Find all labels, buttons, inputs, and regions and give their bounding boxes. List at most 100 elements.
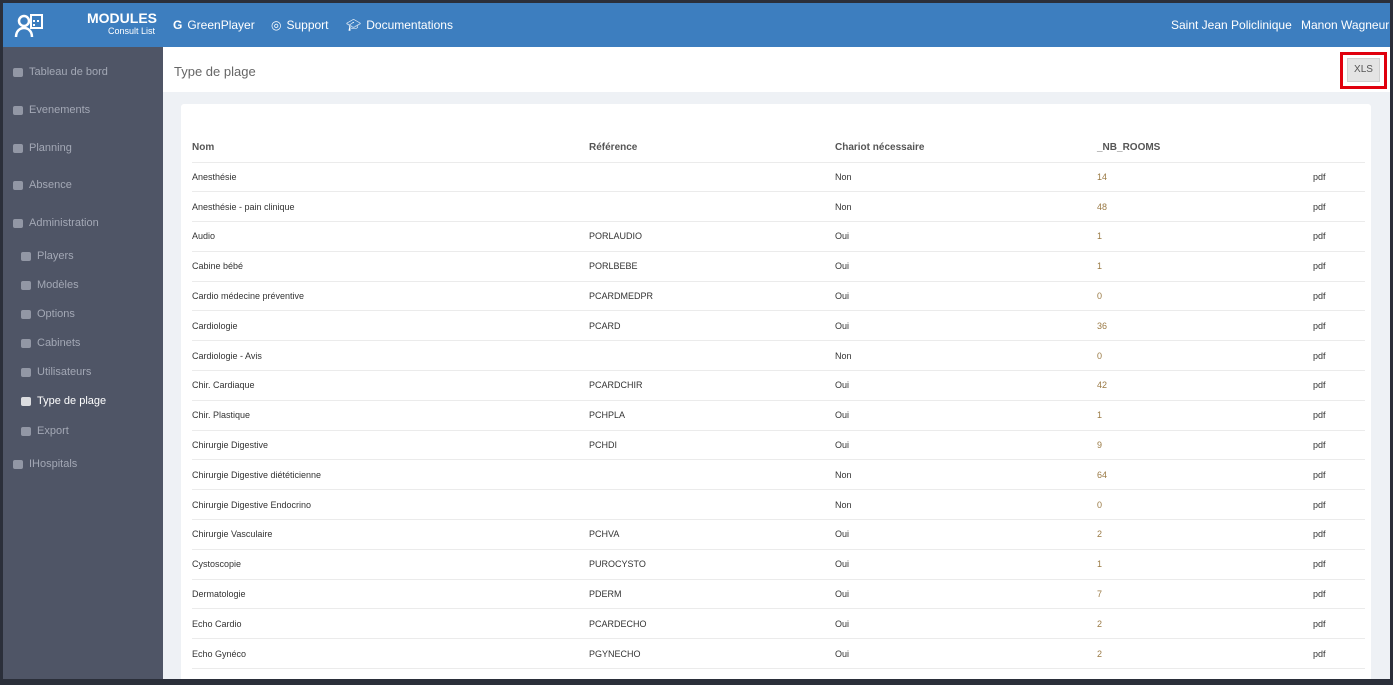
sidebar-item-label: Options <box>37 308 75 320</box>
pdf-link[interactable]: pdf <box>1313 191 1365 222</box>
nav-label: Support <box>286 18 329 32</box>
nav-label: Documentations <box>366 18 453 32</box>
sidebar-item-export[interactable]: Export <box>21 425 69 437</box>
cell-nb-rooms: 2 <box>1097 608 1313 639</box>
pdf-link[interactable]: pdf <box>1313 548 1365 580</box>
table-row[interactable]: Cabine bébé PORLBEBE Oui 1 pdf <box>192 250 1365 282</box>
sidebar-item-ihospitals[interactable]: IHospitals <box>13 458 77 470</box>
cell-reference <box>589 340 835 371</box>
table-row[interactable]: Anesthésie Non 14 pdf <box>192 161 1365 192</box>
table-row[interactable]: Cardio médecine préventive PCARDMEDPR Oui 0… <box>192 280 1365 311</box>
cell-nom: Echo Gynéco <box>192 638 589 669</box>
modules-logo-icon[interactable] <box>13 9 45 41</box>
table-row[interactable]: Anesthésie - pain clinique Non 48 pdf <box>192 191 1365 222</box>
cell-chariot: Oui <box>835 221 1097 252</box>
pdf-link[interactable]: pdf <box>1313 519 1365 550</box>
cell-nb-rooms: 2 <box>1097 519 1313 550</box>
brand[interactable]: MODULES Consult List <box>87 10 157 36</box>
table-row[interactable]: Echo Gynéco PGYNECHO Oui 2 pdf <box>192 638 1365 669</box>
pdf-link[interactable]: pdf <box>1313 221 1365 252</box>
nav-greenplayer[interactable]: G GreenPlayer <box>173 18 255 32</box>
pdf-link[interactable]: pdf <box>1313 578 1365 609</box>
nav-documentations[interactable]: 🎓︎ Documentations <box>346 18 453 32</box>
window-bottom-edge <box>0 679 1393 685</box>
page-header: Type de plage XLS <box>163 47 1390 92</box>
sidebar-item-cabinets[interactable]: Cabinets <box>21 337 80 349</box>
pdf-link[interactable]: pdf <box>1313 340 1365 371</box>
pdf-link[interactable]: pdf <box>1313 280 1365 311</box>
cell-chariot: Non <box>835 459 1097 490</box>
table-row[interactable]: Echo Cardio PCARDECHO Oui 2 pdf <box>192 608 1365 639</box>
xls-export-button[interactable]: XLS <box>1347 58 1380 82</box>
user-menu[interactable]: Manon Wagneur <box>1301 18 1390 32</box>
pdf-link[interactable]: pdf <box>1313 429 1365 460</box>
table-row[interactable]: Cystoscopie PUROCYSTO Oui 1 pdf <box>192 548 1365 580</box>
table-row[interactable]: Chir. Plastique PCHPLA Oui 1 pdf <box>192 399 1365 431</box>
sidebar-item-absence[interactable]: Absence <box>13 179 72 191</box>
sidebar-item-utilisateurs[interactable]: Utilisateurs <box>21 366 91 378</box>
cell-reference: PUROCYSTO <box>589 548 835 580</box>
pdf-link[interactable]: pdf <box>1313 250 1365 282</box>
sidebar-item-players[interactable]: Players <box>21 250 74 262</box>
pdf-link[interactable]: pdf <box>1313 668 1365 679</box>
cell-nom: Educateur diabète <box>192 668 589 679</box>
table-row[interactable]: Chirurgie Vasculaire PCHVA Oui 2 pdf <box>192 519 1365 550</box>
sidebar-item-icon <box>21 309 31 319</box>
cell-reference <box>589 161 835 192</box>
nav-support[interactable]: ◎ Support <box>271 18 329 32</box>
pdf-link[interactable]: pdf <box>1313 489 1365 520</box>
table-row[interactable]: Chirurgie Digestive Endocrino Non 0 pdf <box>192 489 1365 520</box>
pdf-link[interactable]: pdf <box>1313 638 1365 669</box>
greenplayer-icon: G <box>173 18 183 32</box>
cell-reference: PCARDCHIR <box>589 370 835 401</box>
sidebar-item-icon <box>21 280 31 290</box>
sidebar-item-mod-les[interactable]: Modèles <box>21 279 79 291</box>
cell-chariot: Non <box>835 161 1097 192</box>
cell-chariot: Oui <box>835 250 1097 282</box>
pdf-link[interactable]: pdf <box>1313 399 1365 431</box>
nav-label: GreenPlayer <box>187 18 255 32</box>
pdf-link[interactable]: pdf <box>1313 608 1365 639</box>
sidebar-item-type-de-plage[interactable]: Type de plage <box>21 395 106 407</box>
table-row[interactable]: Cardiologie - Avis Non 0 pdf <box>192 340 1365 371</box>
main-content: Type de plage XLS Nom Référence Chariot … <box>163 47 1390 679</box>
table-row[interactable]: Educateur diabète Non3pdf <box>192 668 1365 679</box>
sidebar-item-icon <box>21 251 31 261</box>
cell-nom: Chir. Cardiaque <box>192 370 589 401</box>
pdf-link[interactable]: pdf <box>1313 370 1365 401</box>
sidebar-item-label: Type de plage <box>37 395 107 407</box>
sidebar-item-administration[interactable]: Administration <box>13 217 99 229</box>
sidebar-item-evenements[interactable]: Evenements <box>13 104 90 116</box>
sidebar-item-tableau-de-bord[interactable]: Tableau de bord <box>13 66 108 78</box>
header-chariot[interactable]: Chariot nécessaire <box>835 142 925 154</box>
cell-reference: PORLAUDIO <box>589 221 835 252</box>
table-row[interactable]: Cardiologie PCARD Oui 36 pdf <box>192 310 1365 341</box>
cell-nom: Audio <box>192 221 589 252</box>
cell-nb-rooms: 0 <box>1097 340 1313 371</box>
cell-nb-rooms: 1 <box>1097 221 1313 252</box>
table-row[interactable]: Chirurgie Digestive diététicienne Non 64 pd… <box>192 459 1365 490</box>
page-title: Type de plage <box>174 64 256 79</box>
table-row[interactable]: Dermatologie PDERM Oui 7 pdf <box>192 578 1365 609</box>
pdf-link[interactable]: pdf <box>1313 310 1365 341</box>
table-row[interactable]: Audio PORLAUDIO Oui 1 pdf <box>192 221 1365 252</box>
highlight-box <box>1340 52 1387 89</box>
cell-nb-rooms: 42 <box>1097 370 1313 401</box>
cell-nom: Cardio médecine préventive <box>192 280 589 311</box>
header-reference[interactable]: Référence <box>589 142 638 154</box>
table-row[interactable]: Chir. Cardiaque PCARDCHIR Oui 42 pdf <box>192 370 1365 401</box>
clinic-selector[interactable]: Saint Jean Policlinique <box>1171 18 1292 32</box>
pdf-link[interactable]: pdf <box>1313 161 1365 192</box>
cell-nom: Anesthésie <box>192 161 589 192</box>
sidebar-item-options[interactable]: Options <box>21 308 75 320</box>
header-nb-rooms[interactable]: _NB_ROOMS <box>1097 142 1161 154</box>
cell-reference: PCARDMEDPR <box>589 280 835 311</box>
table-row[interactable]: Chirurgie Digestive PCHDI Oui 9 pdf <box>192 429 1365 460</box>
cell-nom: Anesthésie - pain clinique <box>192 191 589 222</box>
top-bar: MODULES Consult List G GreenPlayer ◎ Suppor… <box>3 3 1390 47</box>
cell-chariot: Oui <box>835 280 1097 311</box>
header-nom[interactable]: Nom <box>192 142 215 154</box>
sidebar-item-planning[interactable]: Planning <box>13 142 72 154</box>
cell-nb-rooms: 2 <box>1097 638 1313 669</box>
pdf-link[interactable]: pdf <box>1313 459 1365 490</box>
